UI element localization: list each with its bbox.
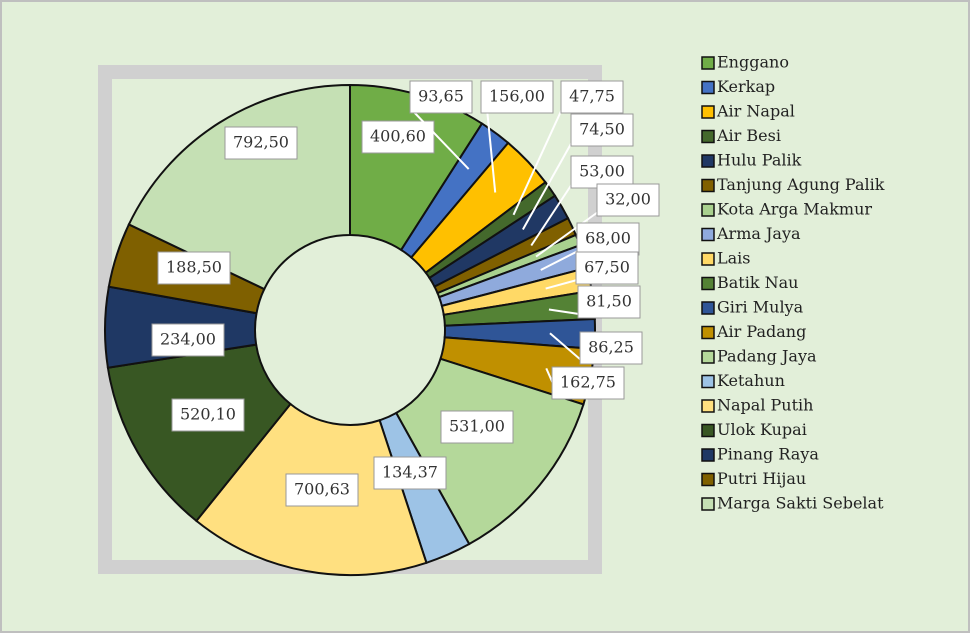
legend-label: Air Besi bbox=[716, 126, 781, 145]
legend-label: Air Napal bbox=[716, 102, 795, 121]
leader-line bbox=[545, 279, 578, 290]
leader-line bbox=[530, 183, 573, 247]
legend-swatch bbox=[701, 227, 715, 242]
legend-swatch bbox=[701, 399, 715, 413]
label-box bbox=[373, 456, 447, 490]
legend-label: Padang Jaya bbox=[717, 347, 817, 366]
label-box bbox=[576, 222, 640, 256]
legend-label: Ulok Kupai bbox=[717, 420, 807, 439]
leader-line bbox=[512, 108, 563, 216]
label-box bbox=[596, 183, 660, 217]
legend-label: Kota Arga Makmur bbox=[717, 200, 872, 219]
data-label: 47,75 bbox=[569, 87, 615, 106]
legend-label: Enggano bbox=[717, 53, 789, 72]
data-label: 67,50 bbox=[584, 258, 630, 277]
label-box bbox=[151, 323, 225, 357]
leader-line bbox=[486, 108, 497, 193]
leader-line bbox=[535, 211, 599, 258]
legend-label: Kerkap bbox=[717, 77, 775, 96]
legend-label: Marga Sakti Sebelat bbox=[717, 494, 884, 513]
legend-swatch bbox=[701, 56, 715, 70]
data-label: 234,00 bbox=[160, 330, 216, 349]
legend-label: Putri Hijau bbox=[717, 469, 806, 488]
legend-label: Batik Nau bbox=[717, 273, 798, 292]
data-label: 32,00 bbox=[605, 190, 651, 209]
label-box bbox=[224, 126, 298, 160]
data-label: 93,65 bbox=[418, 87, 464, 106]
leader-line bbox=[549, 332, 582, 361]
legend-swatch bbox=[701, 472, 715, 487]
legend-swatch bbox=[701, 154, 715, 168]
data-label: 81,50 bbox=[586, 292, 632, 311]
legend-label: Napal Putih bbox=[717, 396, 813, 415]
legend-swatch bbox=[701, 203, 715, 217]
legend-label: Pinang Raya bbox=[717, 445, 819, 464]
label-box bbox=[570, 155, 634, 189]
leader-line bbox=[548, 308, 580, 315]
legend-swatch bbox=[701, 374, 715, 389]
label-box bbox=[285, 473, 359, 507]
data-label: 520,10 bbox=[180, 405, 236, 424]
legend-label: Giri Mulya bbox=[717, 298, 804, 317]
data-label: 86,25 bbox=[588, 338, 634, 357]
data-label: 700,63 bbox=[294, 480, 350, 499]
data-label: 134,37 bbox=[382, 463, 438, 482]
data-label: 531,00 bbox=[449, 417, 505, 436]
leader-line bbox=[540, 250, 579, 271]
slice bbox=[106, 343, 292, 523]
label-box bbox=[157, 251, 231, 285]
legend-label: Ketahun bbox=[717, 371, 785, 390]
label-box bbox=[440, 410, 514, 444]
data-label: 74,50 bbox=[579, 120, 625, 139]
legend-label: Arma Jaya bbox=[716, 224, 801, 243]
legend-swatch bbox=[701, 350, 715, 364]
leader-line bbox=[410, 108, 470, 170]
leader-line bbox=[522, 141, 573, 230]
legend-label: Air Padang bbox=[716, 322, 806, 341]
legend-swatch bbox=[701, 423, 715, 438]
label-box bbox=[409, 80, 473, 114]
legend-swatch bbox=[701, 80, 715, 95]
data-label: 68,00 bbox=[585, 229, 631, 248]
data-label: 400,60 bbox=[370, 127, 426, 146]
legend-swatch bbox=[701, 105, 715, 119]
label-box bbox=[577, 285, 641, 319]
legend-swatch bbox=[701, 252, 715, 266]
legend-label: Lais bbox=[717, 249, 751, 268]
legend-swatch bbox=[701, 497, 715, 511]
data-label: 162,75 bbox=[560, 373, 616, 392]
legend-label: Hulu Palik bbox=[717, 151, 802, 170]
legend-swatch bbox=[701, 129, 715, 144]
legend-swatch bbox=[701, 325, 715, 340]
label-box bbox=[361, 120, 435, 154]
label-box bbox=[480, 80, 554, 114]
legend-swatch bbox=[701, 301, 715, 315]
label-box bbox=[171, 398, 245, 432]
legend-label: Tanjung Agung Palik bbox=[717, 175, 885, 194]
legend-swatch bbox=[701, 276, 715, 291]
slice bbox=[394, 357, 585, 546]
label-box bbox=[570, 113, 634, 147]
legend-swatch bbox=[701, 448, 715, 462]
data-label: 53,00 bbox=[579, 162, 625, 181]
label-box bbox=[579, 331, 643, 365]
data-label: 792,50 bbox=[233, 133, 289, 152]
label-box bbox=[551, 366, 625, 400]
label-box bbox=[560, 80, 624, 114]
data-label: 156,00 bbox=[489, 87, 545, 106]
label-box bbox=[575, 251, 639, 285]
legend-swatch bbox=[701, 178, 715, 193]
data-label: 188,50 bbox=[166, 258, 222, 277]
